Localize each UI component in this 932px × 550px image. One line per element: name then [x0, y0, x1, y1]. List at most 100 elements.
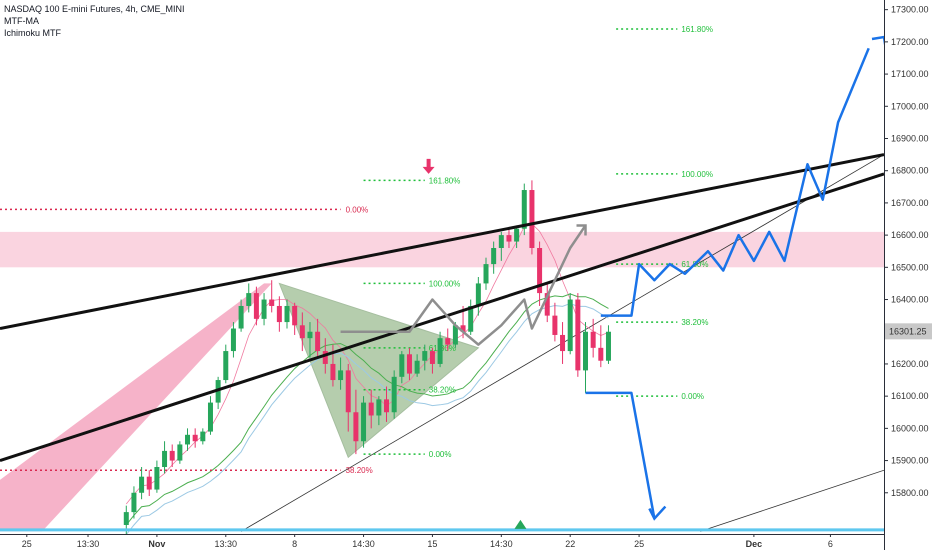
- pink-down-arrow-icon: [422, 158, 435, 174]
- candle[interactable]: [506, 235, 512, 242]
- gray-arrowhead: [576, 224, 587, 236]
- candle[interactable]: [207, 402, 213, 432]
- candle[interactable]: [529, 190, 535, 248]
- candle[interactable]: [460, 325, 466, 332]
- candle[interactable]: [261, 299, 267, 319]
- price-tick-label: 16500.00: [891, 262, 929, 272]
- candle[interactable]: [276, 305, 282, 323]
- indicator-ichimoku[interactable]: Ichimoku MTF: [4, 28, 62, 38]
- candle[interactable]: [590, 331, 596, 348]
- candle[interactable]: [376, 399, 382, 416]
- candle[interactable]: [567, 299, 573, 352]
- time-tick-label: 13:30: [77, 539, 100, 549]
- time-tick-label: 25: [634, 539, 644, 549]
- pink-wedge-shape[interactable]: [0, 283, 272, 532]
- candle[interactable]: [368, 402, 374, 416]
- candle[interactable]: [521, 190, 527, 229]
- candle[interactable]: [269, 299, 275, 306]
- candle[interactable]: [429, 351, 435, 364]
- candle[interactable]: [123, 512, 129, 525]
- candle[interactable]: [498, 235, 504, 248]
- fib-red-label: 0.00%: [346, 205, 369, 214]
- candle[interactable]: [445, 338, 451, 345]
- blue-arrowhead-down: [648, 505, 667, 521]
- candle[interactable]: [560, 334, 566, 352]
- candle[interactable]: [253, 293, 259, 319]
- candle[interactable]: [391, 376, 397, 413]
- candle[interactable]: [315, 331, 321, 352]
- time-axis[interactable]: [0, 534, 884, 550]
- blue-arrowhead-up: [871, 35, 888, 51]
- candle[interactable]: [475, 283, 481, 306]
- time-tick-label: Nov: [148, 539, 165, 549]
- candle[interactable]: [162, 450, 168, 468]
- candle[interactable]: [414, 360, 420, 374]
- candle[interactable]: [399, 354, 405, 377]
- candle[interactable]: [491, 247, 497, 265]
- blue-projection-path-down[interactable]: [585, 391, 656, 519]
- candle[interactable]: [605, 331, 611, 361]
- candle[interactable]: [169, 450, 175, 461]
- candle[interactable]: [483, 264, 489, 284]
- price-tick-label: 16700.00: [891, 198, 929, 208]
- symbol-title[interactable]: NASDAQ 100 E-mini Futures, 4h, CME_MINI: [4, 4, 185, 14]
- candle[interactable]: [361, 402, 367, 442]
- candle[interactable]: [146, 476, 152, 490]
- candle[interactable]: [575, 299, 581, 371]
- blue-projection-path[interactable]: [600, 47, 870, 317]
- price-tick-label: 16100.00: [891, 391, 929, 401]
- candle[interactable]: [537, 247, 543, 294]
- fib-level-label: 100.00%: [681, 170, 713, 179]
- candle[interactable]: [338, 370, 344, 381]
- candle[interactable]: [185, 434, 191, 445]
- candle[interactable]: [139, 476, 145, 493]
- candle[interactable]: [422, 351, 428, 361]
- thin-trendline[interactable]: [700, 469, 884, 532]
- time-tick-label: 22: [565, 539, 575, 549]
- candle[interactable]: [468, 305, 474, 332]
- candle[interactable]: [284, 305, 290, 323]
- candle[interactable]: [514, 228, 520, 242]
- candle[interactable]: [238, 305, 244, 329]
- candle[interactable]: [246, 293, 252, 306]
- candle[interactable]: [330, 363, 336, 381]
- fib-red-label: 38.20%: [346, 466, 373, 475]
- candle[interactable]: [552, 315, 558, 335]
- candle[interactable]: [230, 328, 236, 352]
- candle[interactable]: [583, 331, 589, 371]
- candle[interactable]: [353, 412, 359, 442]
- price-tick-label: 16900.00: [891, 133, 929, 143]
- candle[interactable]: [131, 492, 137, 513]
- fib-level-label: 0.00%: [429, 450, 452, 459]
- candle[interactable]: [292, 305, 298, 326]
- candle[interactable]: [192, 434, 198, 442]
- candle[interactable]: [452, 325, 458, 345]
- candle[interactable]: [299, 325, 305, 339]
- candle[interactable]: [177, 444, 183, 461]
- candle[interactable]: [200, 431, 206, 442]
- resistance-zone: [0, 231, 884, 268]
- candle[interactable]: [384, 399, 390, 413]
- indicator-mtf-ma[interactable]: MTF-MA: [4, 16, 39, 26]
- price-tick-label: 17200.00: [891, 37, 929, 47]
- candle[interactable]: [223, 351, 229, 381]
- candle[interactable]: [345, 370, 351, 413]
- time-tick-label: 14:30: [352, 539, 375, 549]
- candle[interactable]: [154, 467, 160, 490]
- fib-level-label: 0.00%: [681, 392, 704, 401]
- triangle-pattern[interactable]: [278, 282, 480, 459]
- candle[interactable]: [598, 347, 604, 361]
- gray-projection-path[interactable]: [340, 224, 587, 346]
- candle[interactable]: [437, 338, 443, 364]
- time-tick-label: 15: [427, 539, 437, 549]
- price-axis[interactable]: [884, 0, 932, 550]
- triangle-up-marker-icon: [514, 519, 527, 529]
- candle[interactable]: [307, 331, 313, 339]
- candle[interactable]: [406, 354, 412, 374]
- current-price-badge: [885, 323, 932, 340]
- candle[interactable]: [322, 351, 328, 364]
- channel-trendline[interactable]: [0, 153, 884, 330]
- candle[interactable]: [544, 293, 550, 316]
- channel-trendline[interactable]: [0, 172, 884, 462]
